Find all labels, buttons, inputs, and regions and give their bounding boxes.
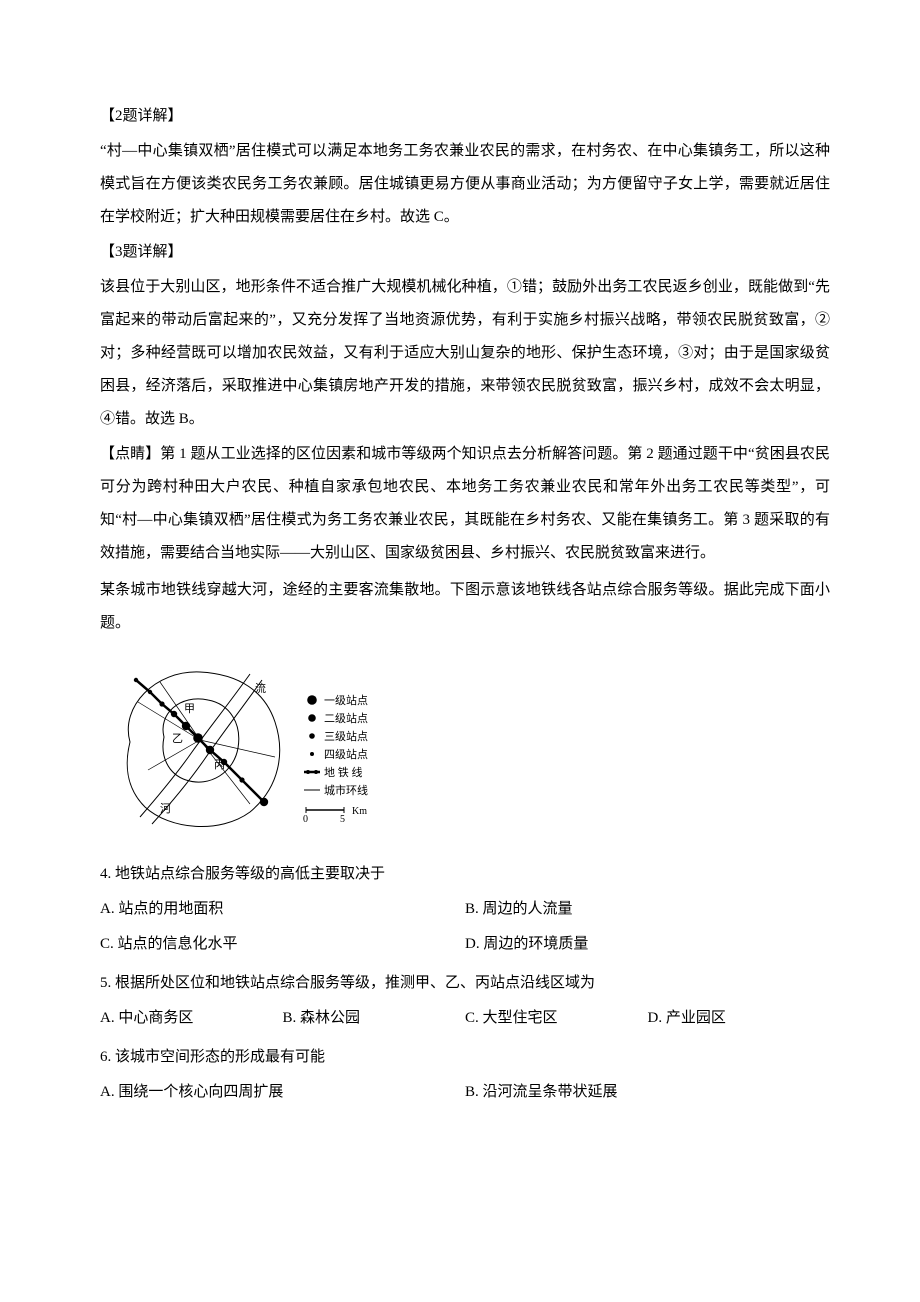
q4-options-row1: A. 站点的用地面积 B. 周边的人流量: [100, 893, 830, 926]
q4-stem: 4. 地铁站点综合服务等级的高低主要取决于: [100, 858, 830, 891]
legend-scale-zero: 0: [303, 814, 308, 825]
q5-option-b[interactable]: B. 森林公园: [283, 1002, 466, 1035]
q4-option-c[interactable]: C. 站点的信息化水平: [100, 928, 465, 961]
q2-analysis-heading: 【2题详解】: [100, 100, 830, 133]
q6-stem: 6. 该城市空间形态的形成最有可能: [100, 1041, 830, 1074]
legend-scale-unit: Km: [352, 806, 367, 817]
q6-option-b[interactable]: B. 沿河流呈条带状延展: [465, 1076, 830, 1109]
q4-option-a[interactable]: A. 站点的用地面积: [100, 893, 465, 926]
q5-option-a[interactable]: A. 中心商务区: [100, 1002, 283, 1035]
legend-scale-five: 5: [340, 814, 345, 825]
q5-stem: 5. 根据所处区位和地铁站点综合服务等级，推测甲、乙、丙站点沿线区域为: [100, 967, 830, 1000]
label-bing: 丙: [214, 759, 225, 771]
legend-lvl3: 三级站点: [324, 729, 368, 743]
legend-lvl4: 四级站点: [324, 747, 368, 761]
q3-analysis-body: 该县位于大别山区，地形条件不适合推广大规模机械化种植，①错；鼓励外出务工农民返乡…: [100, 271, 830, 436]
dianjing-body: 【点睛】第 1 题从工业选择的区位因素和城市等级两个知识点去分析解答问题。第 2…: [100, 438, 830, 570]
q4-option-d[interactable]: D. 周边的环境质量: [465, 928, 830, 961]
q6-options-row: A. 围绕一个核心向四周扩展 B. 沿河流呈条带状延展: [100, 1076, 830, 1109]
q6-option-a[interactable]: A. 围绕一个核心向四周扩展: [100, 1076, 465, 1109]
q5-option-c[interactable]: C. 大型住宅区: [465, 1002, 648, 1035]
legend-ring: 城市环线: [324, 783, 368, 797]
legend-metro: 地 铁 线: [324, 765, 363, 779]
q5-options-row: A. 中心商务区 B. 森林公园 C. 大型住宅区 D. 产业园区: [100, 1002, 830, 1035]
q2-analysis-body: “村—中心集镇双栖”居住模式可以满足本地务工务农兼业农民的需求，在村务农、在中心…: [100, 135, 830, 234]
q5-option-d[interactable]: D. 产业园区: [648, 1002, 831, 1035]
metro-map-figure: 流 河 甲 乙 丙 一级站点 二级站点 三级站点 四级: [100, 652, 830, 842]
q4-option-b[interactable]: B. 周边的人流量: [465, 893, 830, 926]
label-jia: 甲: [184, 703, 195, 715]
legend-lvl1: 一级站点: [324, 693, 368, 707]
q4-options-row2: C. 站点的信息化水平 D. 周边的环境质量: [100, 928, 830, 961]
q3-analysis-heading: 【3题详解】: [100, 236, 830, 269]
question-group-intro: 某条城市地铁线穿越大河，途经的主要客流集散地。下图示意该地铁线各站点综合服务等级…: [100, 574, 830, 640]
label-liu: 流: [255, 681, 266, 695]
label-he: 河: [160, 802, 171, 815]
label-yi: 乙: [172, 732, 183, 745]
legend-lvl2: 二级站点: [324, 711, 368, 725]
